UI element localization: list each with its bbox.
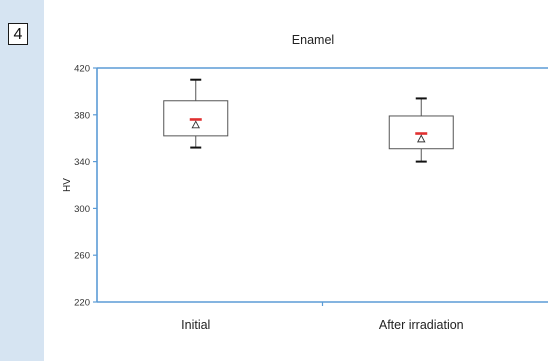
y-tick-label: 340 (74, 157, 90, 168)
y-tick-label: 220 (74, 298, 90, 309)
chart-title: Enamel (292, 33, 334, 47)
mean-triangle-marker (416, 134, 426, 143)
x-category-label: Initial (181, 318, 210, 332)
y-tick-label: 260 (74, 251, 90, 262)
box-group (163, 78, 229, 149)
y-tick-label: 300 (74, 204, 90, 215)
box-group (388, 97, 454, 163)
figure-panel (44, 0, 548, 361)
y-axis-title: HV (62, 178, 73, 192)
y-tick-label: 380 (74, 110, 90, 121)
mean-triangle-marker (191, 120, 201, 129)
x-category-label: After irradiation (379, 318, 464, 332)
y-tick-label: 420 (74, 64, 90, 75)
figure-number-badge: 4 (8, 23, 28, 45)
